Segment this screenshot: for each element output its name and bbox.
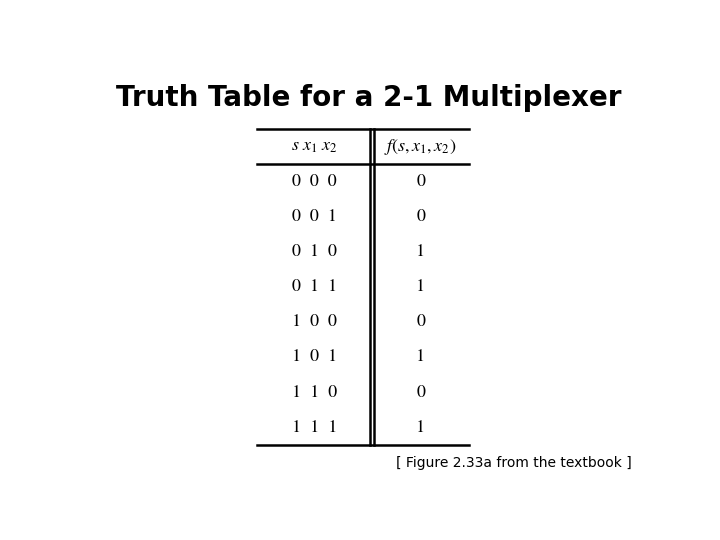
Text: Truth Table for a 2-1 Multiplexer: Truth Table for a 2-1 Multiplexer [116,84,622,112]
Text: 0  1  1: 0 1 1 [292,279,337,295]
Text: 1  0  0: 1 0 0 [292,314,337,330]
Text: 0: 0 [416,174,425,190]
Text: [ Figure 2.33a from the textbook ]: [ Figure 2.33a from the textbook ] [395,456,631,470]
Text: 1  1  1: 1 1 1 [292,420,337,436]
Text: $s\ x_1\ x_2$: $s\ x_1\ x_2$ [291,139,338,155]
Text: 1: 1 [416,349,426,366]
Text: 0  0  1: 0 0 1 [292,209,337,225]
Text: 0  1  0: 0 1 0 [292,244,337,260]
Text: 1: 1 [416,279,426,295]
Text: 0: 0 [416,209,425,225]
Text: 0  0  0: 0 0 0 [292,174,337,190]
Text: 1: 1 [416,244,426,260]
Text: 1: 1 [416,420,426,436]
Text: 0: 0 [416,314,425,330]
Text: 1  0  1: 1 0 1 [292,349,337,366]
Text: 0: 0 [416,384,425,401]
Text: $f(s, x_1, x_2)$: $f(s, x_1, x_2)$ [384,137,456,157]
Text: 1  1  0: 1 1 0 [292,384,337,401]
